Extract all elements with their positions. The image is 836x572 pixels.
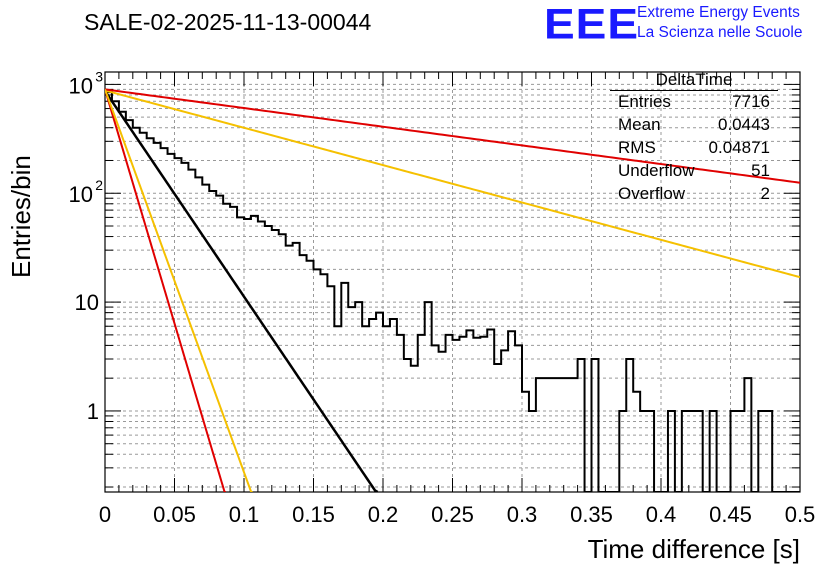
y-tick-exponent: 2 [95,177,103,193]
stats-key: RMS [618,138,656,157]
curve-yellow-fast [105,89,253,492]
stats-key: Overflow [618,184,686,203]
stats-title-rule [610,90,778,91]
histogram-group [105,88,800,492]
x-tick-label: 0.05 [153,502,196,527]
stats-value: 51 [751,161,770,180]
stats-row-entries: Entries 7716 [618,92,770,114]
x-tick-label: 0.15 [292,502,335,527]
x-tick-label: 0.45 [709,502,752,527]
logo-line-2: La Scienza nelle Scuole [637,24,803,41]
curve-fit [105,90,379,492]
stats-title: DeltaTime [655,70,733,89]
stats-key: Entries [618,92,671,111]
x-tick-label: 0.1 [229,502,260,527]
chart-title: SALE-02-2025-11-13-00044 [84,9,372,35]
y-tick-exponent: 3 [95,68,103,84]
stats-row-mean: Mean 0.0443 [618,115,770,137]
curve-red-slow [105,88,800,184]
x-tick-label: 0.4 [646,502,677,527]
curve-yellow-slow [105,89,800,279]
y-tick-label: 10 [69,182,93,207]
y-tick-label: 10 [75,290,99,315]
x-tick-label: 0.2 [368,502,399,527]
x-tick-label: 0.5 [785,502,816,527]
y-axis-label: Entries/bin [6,155,36,278]
y-tick-label: 10 [69,73,93,98]
histogram-steps [105,91,800,492]
logo-mark: EEE [544,0,640,48]
x-axis-label: Time difference [s] [587,534,800,564]
stats-value: 0.04871 [708,138,770,157]
stats-row-underflow: Underflow 51 [618,161,770,183]
x-tick-label: 0.25 [431,502,474,527]
stats-value: 0.0443 [718,115,770,134]
stats-value: 7716 [732,92,770,111]
curve-red-fast [105,89,226,492]
stats-value: 2 [760,184,770,203]
stats-key: Underflow [618,161,695,180]
stats-key: Mean [618,115,661,134]
logo-line-1: Extreme Energy Events [637,4,800,21]
stats-row-rms: RMS 0.04871 [618,138,770,160]
x-tick-label: 0.3 [507,502,538,527]
stats-box: DeltaTime Entries 7716 Mean 0.0443 RMS 0… [610,70,778,210]
y-tick-label: 1 [87,399,99,424]
stats-row-overflow: Overflow 2 [618,184,770,206]
x-tick-label: 0.35 [570,502,613,527]
x-tick-label: 0 [99,502,111,527]
